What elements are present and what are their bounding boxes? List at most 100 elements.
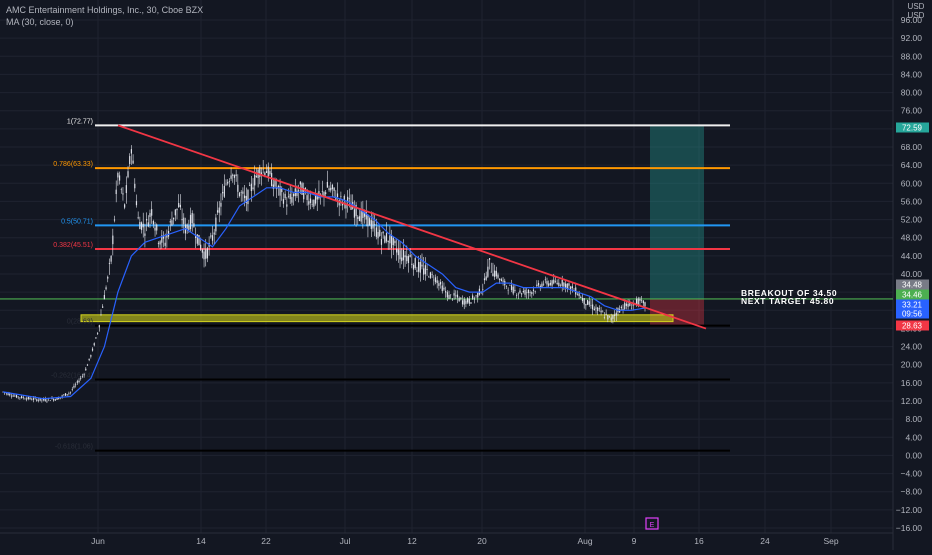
candle-body (249, 185, 251, 186)
price-badge-label: 09:56 (902, 310, 923, 319)
fib-label: 0.382(45.51) (53, 242, 93, 249)
candle-body (461, 300, 464, 305)
candle-body (36, 399, 38, 401)
price-badge-label: 33.21 (902, 301, 923, 310)
candle-body (387, 240, 389, 242)
candle-body (362, 209, 364, 219)
candle-body (26, 398, 28, 400)
candle-body (610, 317, 612, 321)
candle-body (436, 280, 438, 284)
candle-body (353, 209, 356, 218)
candle-body (548, 283, 550, 286)
indicator-label[interactable]: MA (30, close, 0) (6, 17, 74, 27)
candle-body (483, 278, 486, 281)
price-badge (896, 289, 929, 300)
candle-body (34, 397, 36, 399)
y-tick-label: −16.00 (896, 523, 923, 533)
candle-body (238, 192, 241, 197)
candle-body (568, 283, 570, 286)
candle-body (639, 298, 641, 301)
candle-body (512, 286, 514, 294)
candle-body (564, 283, 567, 288)
candle-body (367, 214, 369, 227)
candle-body (81, 376, 84, 377)
candle-body (193, 223, 195, 227)
candle-body (441, 285, 443, 292)
candle-body (260, 172, 263, 176)
candle-body (532, 289, 535, 291)
candle-body (347, 196, 349, 202)
candle-body (232, 174, 234, 176)
candle-body (117, 172, 119, 178)
candle-body (144, 233, 146, 236)
candle-body (554, 281, 557, 282)
candle-body (434, 277, 437, 283)
fib-label: 0.786(63.33) (53, 161, 93, 168)
candle-body (189, 214, 192, 230)
candle-body (97, 333, 99, 334)
chart-legend: AMC Entertainment Holdings, Inc., 30, Cb… (6, 4, 203, 28)
candle-body (488, 258, 491, 260)
candle-body (264, 172, 266, 176)
candle-body (162, 235, 165, 239)
candle-body (384, 236, 386, 243)
candle-body (377, 231, 379, 239)
candle-body (105, 287, 107, 290)
candle-body (470, 302, 472, 304)
candle-body (375, 227, 377, 237)
candle-body (215, 217, 217, 232)
price-badge (896, 122, 929, 133)
candle-body (49, 400, 51, 402)
candle-body (37, 399, 40, 401)
candle-body (429, 272, 432, 278)
candle-body (421, 264, 423, 267)
candle-body (174, 209, 176, 216)
candle-body (323, 192, 325, 197)
candle-body (73, 385, 75, 388)
currency-label[interactable]: USD USD (902, 2, 930, 20)
candle-body (495, 270, 497, 277)
candle-body (397, 249, 399, 256)
candle-body (250, 183, 252, 192)
candle-body (581, 297, 584, 301)
candle-body (401, 257, 403, 262)
candle-body (404, 255, 406, 258)
candle-body (289, 193, 291, 200)
y-tick-label: 16.00 (901, 378, 923, 388)
y-tick-label: 60.00 (901, 178, 923, 188)
currency-top: USD (907, 2, 925, 11)
candle-body (247, 189, 249, 205)
candle-body (240, 192, 242, 193)
candle-body (203, 251, 205, 260)
candle-body (56, 397, 58, 400)
candle-body (585, 304, 587, 306)
candle-body (588, 301, 590, 305)
candle-body (66, 394, 68, 395)
candle-body (7, 393, 9, 395)
candle-body (68, 392, 70, 394)
candle-body (286, 204, 288, 207)
candle-body (211, 235, 214, 241)
candle-body (122, 193, 124, 195)
candle-body (139, 222, 141, 230)
candle-body (390, 235, 393, 248)
candle-body (372, 220, 374, 229)
symbol-title[interactable]: AMC Entertainment Holdings, Inc., 30, Cb… (6, 5, 204, 15)
candle-body (365, 211, 367, 220)
candle-body (450, 294, 452, 296)
price-badge (896, 299, 929, 310)
candle-body (494, 270, 496, 277)
y-tick-label: 12.00 (901, 396, 923, 406)
candle-body (416, 270, 418, 272)
candle-body (206, 248, 209, 259)
candle-body (443, 287, 445, 290)
candle-body (171, 220, 173, 226)
candle-body (309, 198, 312, 203)
candle-body (299, 181, 301, 185)
candle-body (627, 303, 629, 307)
candle-body (118, 175, 121, 181)
candle-body (282, 199, 285, 204)
candle-body (536, 284, 538, 287)
